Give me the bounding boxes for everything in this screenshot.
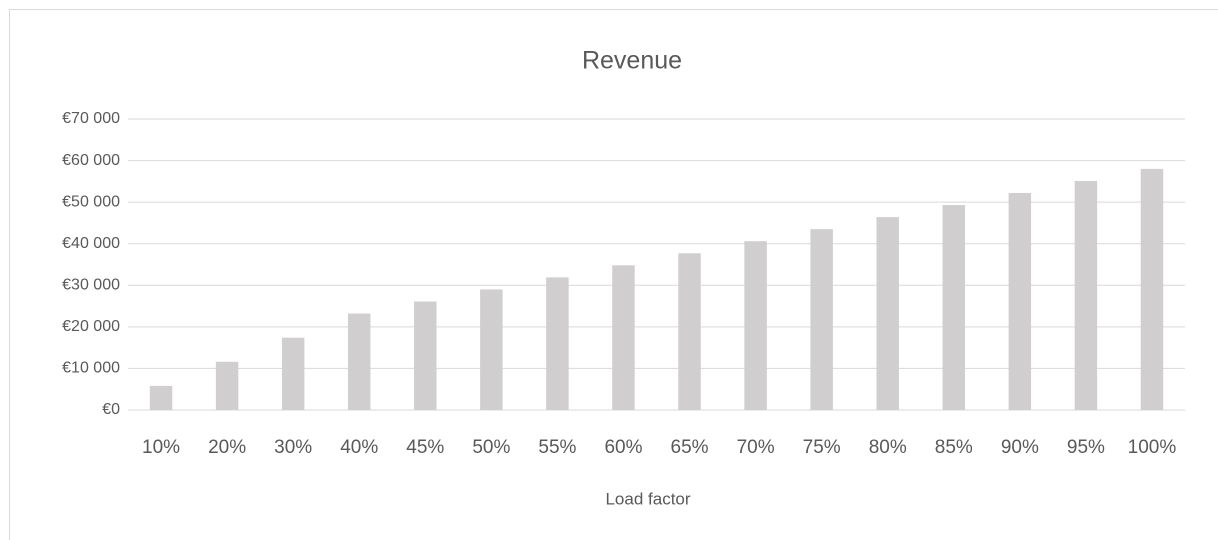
bar [612, 265, 635, 410]
bar [215, 361, 239, 410]
y-tick-label: €10 000 [62, 360, 120, 377]
bar [347, 313, 371, 410]
x-tick-label: 50% [472, 437, 510, 458]
bar [1074, 180, 1098, 410]
bar [942, 205, 966, 410]
bar [876, 217, 899, 410]
y-tick-label: €50 000 [62, 193, 120, 210]
x-tick-label: 55% [538, 437, 576, 458]
bar [149, 385, 173, 410]
x-tick-label: 40% [340, 437, 378, 458]
y-tick-label: €40 000 [62, 235, 120, 252]
bar [546, 277, 569, 410]
chart-title: Revenue [582, 47, 682, 75]
bar [414, 301, 437, 410]
y-tick-label: €30 000 [62, 277, 120, 294]
x-axis-title: Load factor [605, 489, 690, 508]
x-tick-label: 20% [208, 437, 246, 458]
x-tick-label: 85% [935, 437, 973, 458]
y-tick-label: €0 [102, 401, 120, 418]
y-tick-label: €70 000 [62, 110, 120, 127]
x-tick-label: 60% [604, 437, 642, 458]
bar [1140, 168, 1164, 410]
bar [1008, 192, 1032, 410]
x-tick-label: 100% [1128, 437, 1177, 458]
x-tick-label: 80% [869, 437, 907, 458]
x-tick-label: 30% [274, 437, 312, 458]
bar [480, 289, 503, 410]
y-tick-label: €20 000 [62, 318, 120, 335]
x-tick-label: 75% [803, 437, 841, 458]
x-tick-label: 10% [142, 437, 180, 458]
bar [744, 241, 767, 410]
bar [281, 337, 305, 410]
x-tick-label: 90% [1001, 437, 1039, 458]
bar [678, 253, 701, 410]
x-tick-label: 45% [406, 437, 444, 458]
x-tick-label: 65% [671, 437, 709, 458]
x-tick-label: 95% [1067, 437, 1105, 458]
bar [810, 229, 833, 410]
y-tick-label: €60 000 [62, 152, 120, 169]
x-tick-label: 70% [737, 437, 775, 458]
